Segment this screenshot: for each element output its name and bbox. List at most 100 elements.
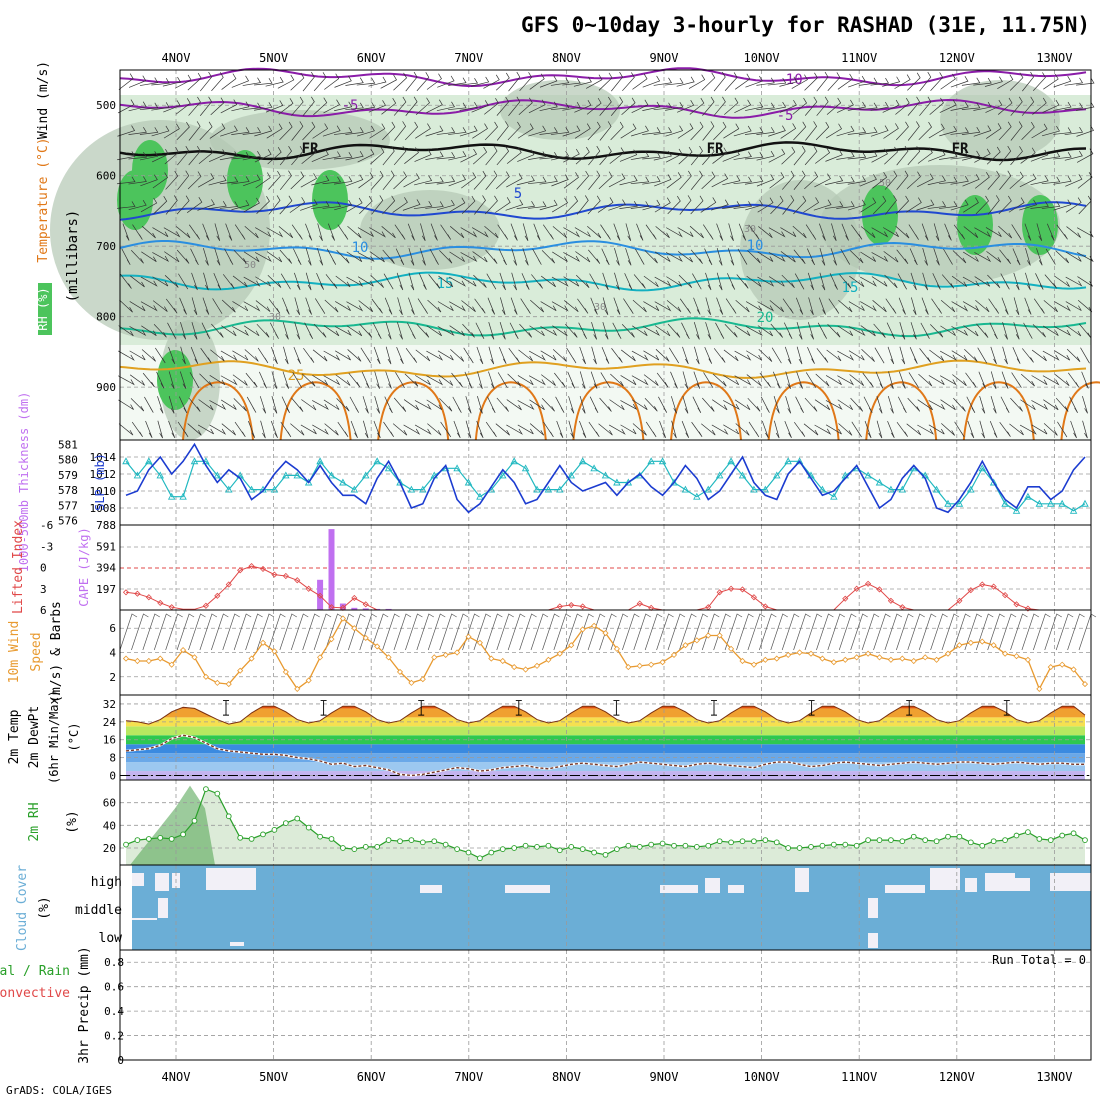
wind-barb (472, 123, 488, 139)
wind-barb (157, 420, 163, 439)
wind-barb (631, 125, 649, 137)
lifted-marker (145, 594, 152, 601)
wind-barb (780, 251, 796, 263)
wind-barb (323, 99, 340, 114)
wind10-marker (351, 625, 358, 632)
wind-barb (773, 420, 780, 439)
rh2m-marker (134, 837, 141, 843)
wind-barb (830, 248, 837, 266)
wind-barb (590, 297, 598, 315)
rh2m-marker (671, 842, 677, 849)
wind10-barb (736, 613, 754, 651)
temp-contour-20 (119, 317, 1087, 338)
wind-barb (426, 73, 442, 90)
wind-barb (643, 326, 661, 337)
wind-barb (350, 420, 358, 439)
wind-barb (152, 227, 169, 237)
wind-barb (723, 424, 740, 435)
wind-barb (496, 96, 510, 116)
wind-barb (566, 347, 577, 364)
rh2m-marker (556, 847, 563, 854)
wind-barb (517, 400, 535, 411)
wind-barb (670, 371, 678, 389)
wind-barb (242, 127, 262, 135)
wind10-barb (211, 613, 229, 651)
wind-barb (815, 373, 830, 387)
rh2m-marker (648, 841, 655, 848)
wind-barb (199, 373, 213, 387)
wind-barb (779, 76, 798, 87)
wind-barb (975, 195, 989, 215)
wind-barb (756, 150, 775, 161)
wind-barb (940, 399, 956, 411)
wind-barb (1031, 400, 1049, 411)
temp-line (125, 705, 1086, 725)
wind-barb (630, 151, 650, 160)
wind-barb (213, 273, 222, 290)
wind-barb (141, 325, 157, 337)
wind-barb (323, 399, 340, 410)
wind10-marker (339, 615, 346, 622)
wind-barb (722, 201, 741, 209)
wind10-barb (176, 613, 195, 651)
wind-barb (485, 249, 498, 264)
cloud-gap (1015, 878, 1030, 891)
wind-barb (705, 272, 712, 291)
wind-barb (139, 151, 159, 161)
lifted-marker (157, 599, 164, 606)
wind-barb (1042, 99, 1060, 113)
wind-barb (906, 197, 922, 213)
wind-barb (667, 323, 681, 338)
wind-barb (436, 199, 455, 211)
wind-barb (1057, 421, 1068, 438)
wind-barb (682, 396, 689, 414)
wind-barb (577, 298, 589, 314)
wind-barb (827, 324, 841, 338)
precip-tick: 0.8 (104, 956, 124, 969)
wind-barb (242, 102, 262, 111)
rh2m-marker (534, 844, 540, 850)
wind-barb (964, 348, 978, 362)
wind-barb (131, 421, 143, 437)
wind-barb (118, 325, 134, 337)
temp-contour-label: 10 (747, 238, 764, 254)
wind-barb (277, 74, 295, 89)
rh2m-tick: 60 (103, 797, 116, 810)
rh2m-marker (123, 841, 129, 848)
wind10-barb (953, 613, 971, 651)
wind10-marker (1081, 681, 1089, 688)
wind-barb (1077, 171, 1093, 189)
wind-barb (665, 252, 683, 263)
wind-barb (303, 347, 315, 363)
wind-barb (460, 252, 478, 263)
wind-barb (700, 197, 717, 213)
wind-barb (825, 123, 843, 139)
precip-tick: 0.2 (104, 1030, 124, 1043)
lifted-marker (225, 581, 232, 588)
wind-barb (162, 76, 181, 87)
slp-line (125, 442, 1086, 514)
wind-barb (642, 101, 661, 111)
wind-barb (792, 97, 807, 115)
wind-barb (231, 101, 250, 112)
wind-barb (394, 224, 406, 240)
wind-barb (588, 145, 601, 166)
wind-barb (485, 170, 498, 190)
wind-barb (407, 322, 416, 339)
wind10-barb (131, 613, 149, 651)
cloud-gap (505, 885, 550, 893)
wind10-marker (613, 645, 620, 652)
wind-barb (543, 421, 554, 438)
wind-barb (679, 170, 692, 190)
thickness-marker (476, 492, 484, 500)
wind-barb (642, 75, 661, 88)
wind-barb (690, 121, 704, 141)
wind-barb (280, 273, 291, 290)
wind10-marker (237, 667, 244, 674)
wind-barb (1036, 223, 1043, 241)
wind-barb (333, 176, 353, 185)
wind-barb (471, 227, 489, 238)
wind10-barb (256, 613, 275, 651)
